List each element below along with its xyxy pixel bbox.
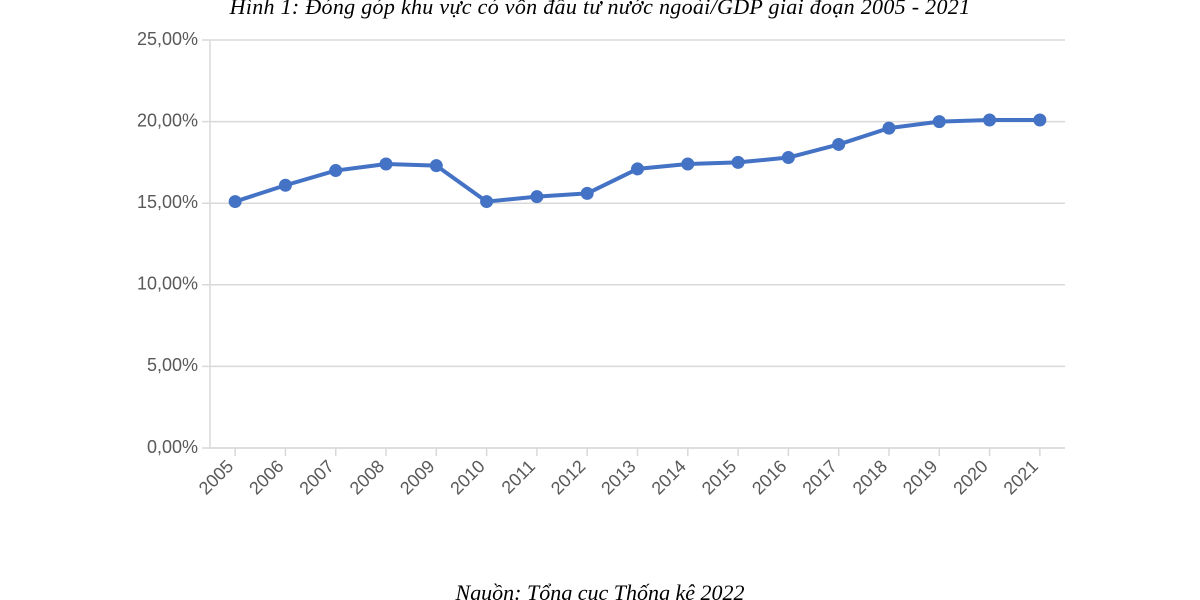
ytick-label: 0,00%	[147, 437, 198, 457]
data-point	[430, 160, 442, 172]
data-point	[481, 196, 493, 208]
ytick-label: 20,00%	[137, 110, 198, 130]
data-point	[229, 196, 241, 208]
chart-svg: 0,00%5,00%10,00%15,00%20,00%25,00%200520…	[115, 30, 1085, 560]
ytick-label: 25,00%	[137, 30, 198, 49]
data-point	[782, 152, 794, 164]
figure-title: Hình 1: Đóng góp khu vực có vốn đầu tư n…	[0, 0, 1200, 20]
data-point	[632, 163, 644, 175]
data-point	[1034, 114, 1046, 126]
ytick-label: 15,00%	[137, 192, 198, 212]
data-point	[330, 165, 342, 177]
line-chart: 0,00%5,00%10,00%15,00%20,00%25,00%200520…	[115, 30, 1085, 560]
ytick-label: 10,00%	[137, 274, 198, 294]
data-point	[581, 187, 593, 199]
data-point	[279, 179, 291, 191]
data-point	[883, 122, 895, 134]
data-point	[682, 158, 694, 170]
data-point	[933, 116, 945, 128]
data-point	[531, 191, 543, 203]
data-point	[984, 114, 996, 126]
data-point	[833, 138, 845, 150]
source-text: Nguồn: Tổng cục Thống kê 2022	[0, 580, 1200, 600]
ytick-label: 5,00%	[147, 355, 198, 375]
data-point	[732, 156, 744, 168]
page: Hình 1: Đóng góp khu vực có vốn đầu tư n…	[0, 0, 1200, 600]
data-point	[380, 158, 392, 170]
